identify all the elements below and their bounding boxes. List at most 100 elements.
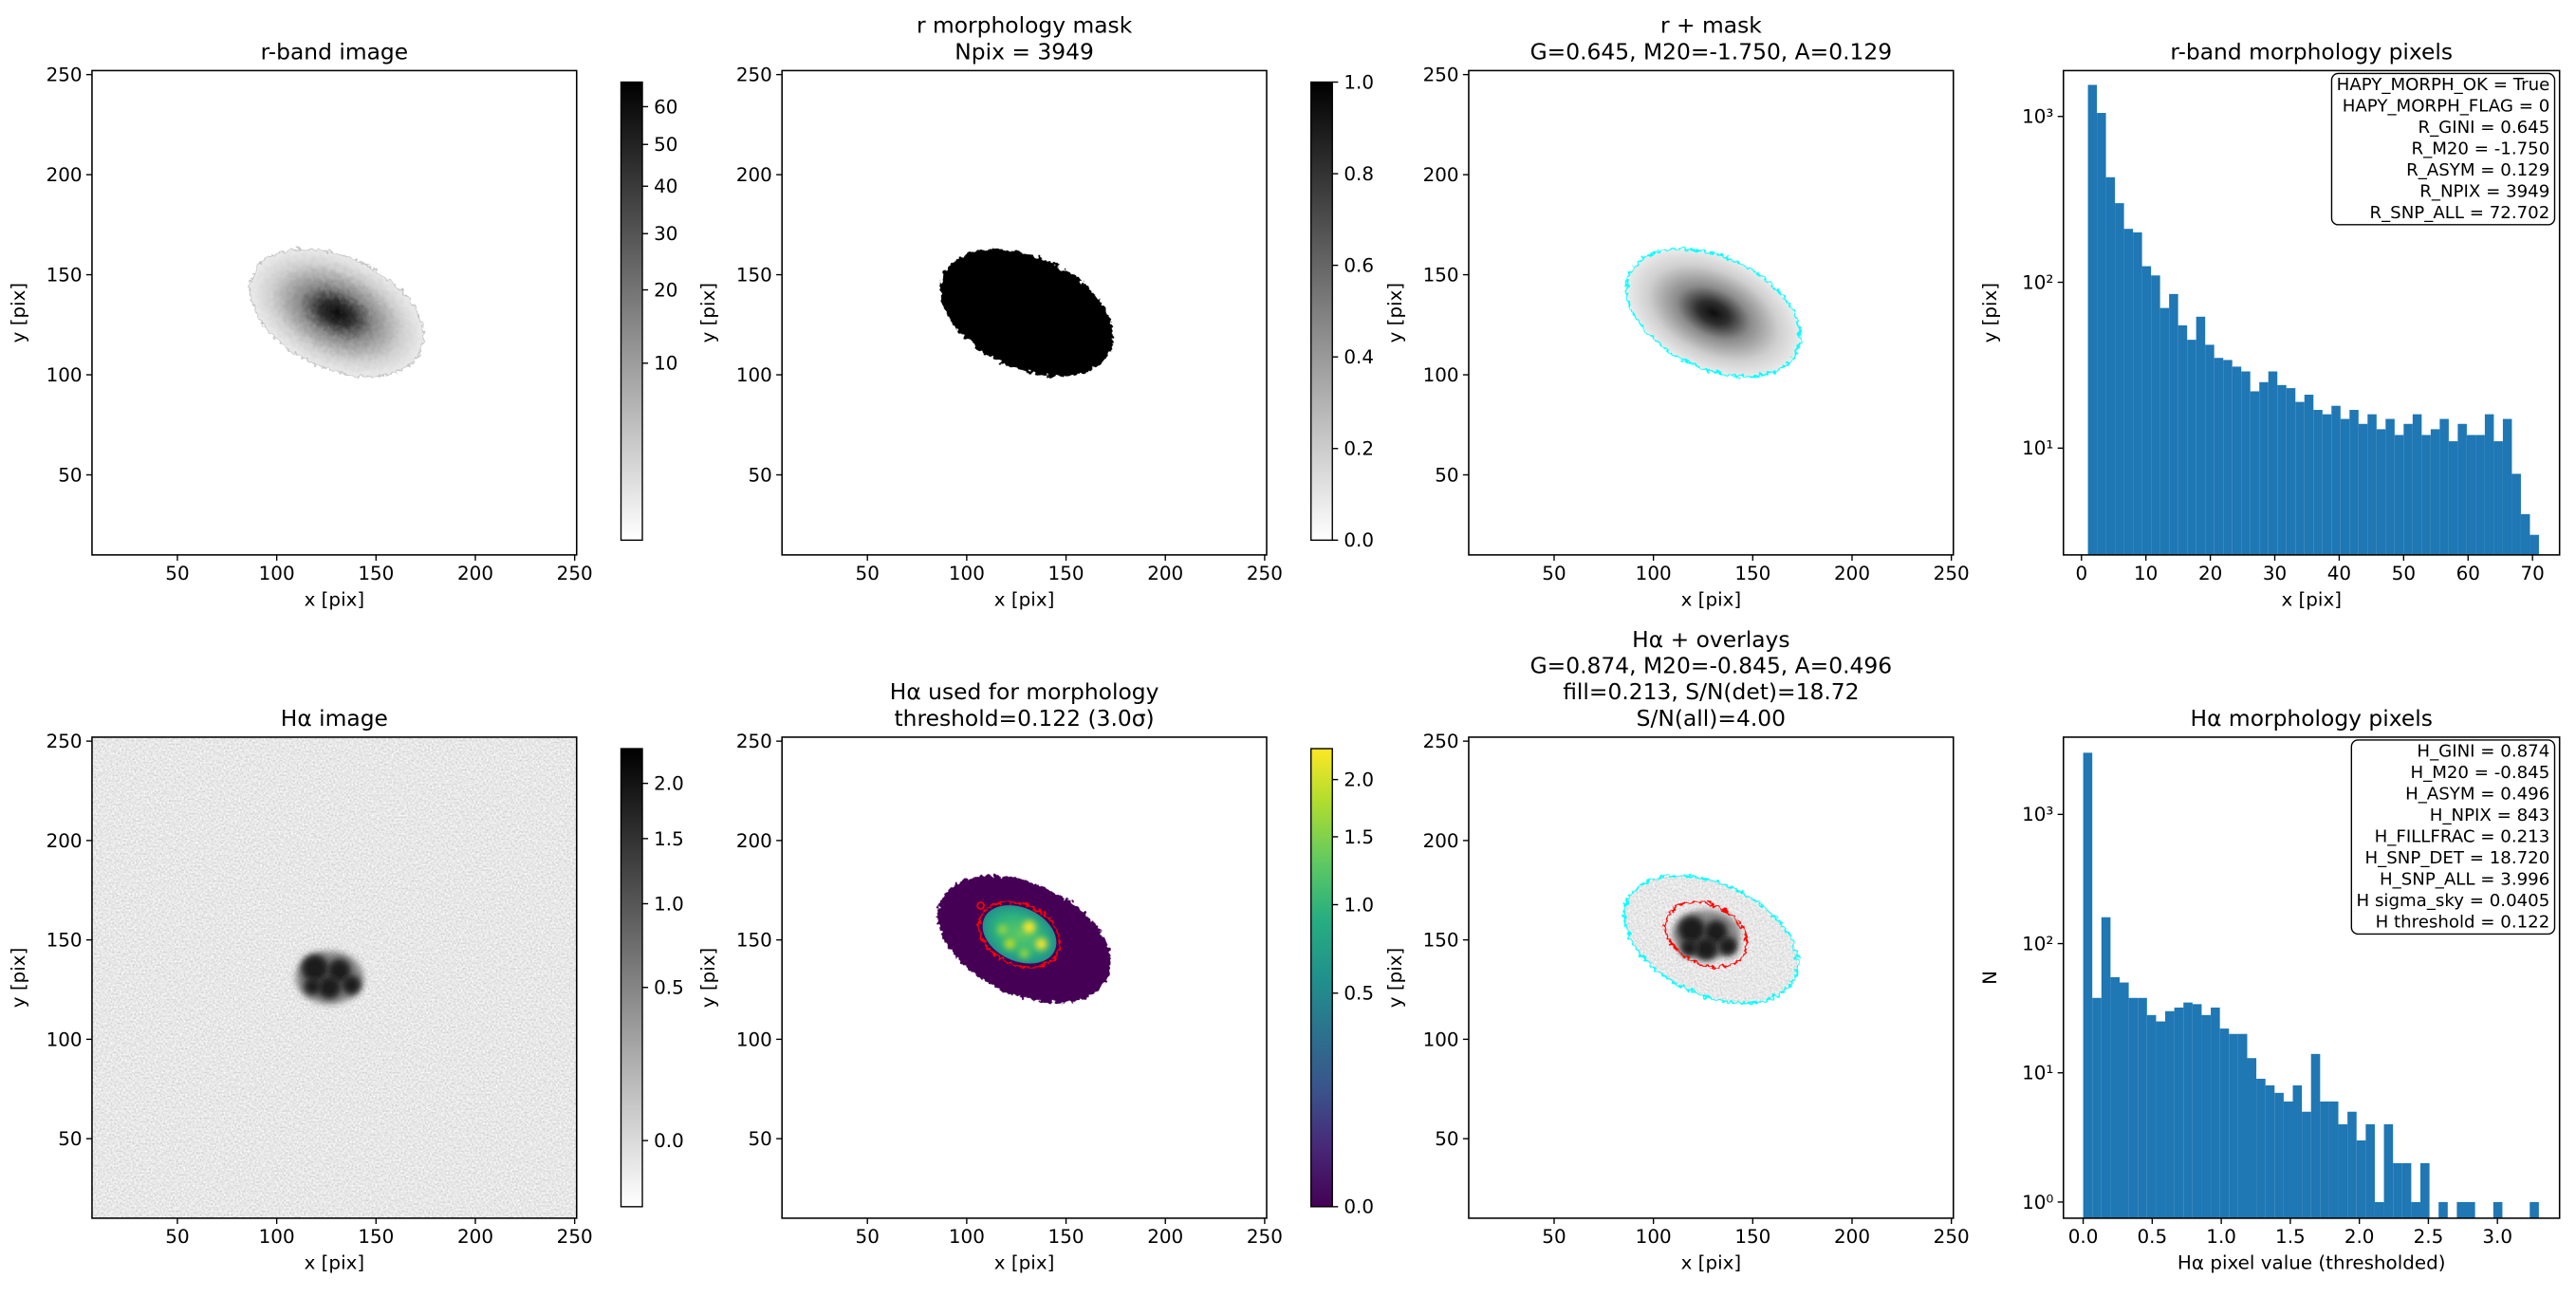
hist-bar bbox=[2286, 388, 2296, 555]
colorbar bbox=[620, 81, 643, 541]
x-tick-label: 150 bbox=[358, 563, 394, 584]
hist-bar bbox=[2169, 293, 2178, 555]
emission-peak bbox=[1019, 949, 1029, 958]
x-tick-label: 250 bbox=[1934, 563, 1970, 584]
x-tick-label: 3.0 bbox=[2482, 1226, 2512, 1248]
y-tick-label: 100 bbox=[736, 364, 772, 386]
emission-peak bbox=[1035, 937, 1047, 951]
x-tick-label: 150 bbox=[1734, 1226, 1770, 1248]
panel-title: threshold=0.122 (3.0σ) bbox=[895, 705, 1155, 732]
plot-area bbox=[2083, 752, 2539, 1218]
y-tick-label: 200 bbox=[736, 830, 772, 852]
y-tick-label: 10¹ bbox=[2022, 1063, 2053, 1084]
x-tick-label: 200 bbox=[457, 563, 493, 584]
hist-bar bbox=[2401, 1162, 2412, 1218]
plot-area bbox=[1625, 248, 1802, 378]
y-axis-label: y [pix] bbox=[1979, 283, 2001, 343]
panel-title: r + mask bbox=[1660, 12, 1762, 39]
mask-outline bbox=[1623, 874, 1799, 1004]
hist-bar bbox=[2394, 435, 2404, 555]
hist-bar bbox=[2484, 414, 2494, 555]
hist-bar bbox=[2331, 405, 2341, 555]
hist-bar bbox=[2156, 1021, 2166, 1218]
y-tick-label: 100 bbox=[46, 1028, 83, 1050]
x-tick-label: 50 bbox=[856, 563, 880, 584]
hist-bar bbox=[2192, 1004, 2202, 1218]
annotation-line: H sigma_sky = 0.0405 bbox=[2357, 891, 2550, 911]
y-axis-label: y [pix] bbox=[697, 948, 719, 1009]
hist-bar bbox=[2520, 513, 2530, 555]
emission-blob bbox=[1718, 936, 1738, 956]
hist-bar bbox=[2439, 418, 2449, 555]
hist-bar bbox=[2419, 1162, 2430, 1218]
y-tick-label: 50 bbox=[58, 464, 82, 486]
panel-title: r-band image bbox=[261, 38, 409, 65]
hist-bar bbox=[2277, 384, 2287, 555]
colorbar-tick-label: 1.5 bbox=[1344, 826, 1374, 848]
hist-bar bbox=[2412, 414, 2422, 555]
panel-title: S/N(all)=4.00 bbox=[1637, 705, 1786, 732]
x-tick-label: 100 bbox=[259, 563, 295, 584]
hist-bar bbox=[2256, 1078, 2266, 1218]
hist-bar bbox=[2265, 1084, 2275, 1218]
y-tick-label: 150 bbox=[46, 264, 83, 286]
emission-blob bbox=[327, 958, 351, 983]
panel-title: G=0.874, M20=-0.845, A=0.496 bbox=[1530, 652, 1893, 678]
y-axis-label: y [pix] bbox=[8, 948, 29, 1009]
hist-bar bbox=[2229, 1033, 2238, 1218]
x-tick-label: 30 bbox=[2263, 563, 2287, 584]
hist-bar bbox=[2302, 1111, 2311, 1218]
colorbar-tick-label: 0.0 bbox=[1344, 529, 1374, 551]
y-tick-label: 150 bbox=[46, 930, 83, 952]
hist-bar bbox=[2165, 1010, 2175, 1218]
hist-bar bbox=[2376, 429, 2386, 555]
hist-bar bbox=[2466, 435, 2476, 555]
hist-bar bbox=[2159, 307, 2170, 555]
hist-bar bbox=[2292, 1084, 2303, 1218]
x-tick-label: 50 bbox=[856, 1226, 880, 1248]
hist-bar bbox=[2187, 340, 2196, 555]
hist-bar bbox=[2223, 360, 2233, 555]
x-axis-label: x [pix] bbox=[305, 589, 365, 611]
x-tick-label: 150 bbox=[1048, 563, 1084, 584]
hist-bar bbox=[2133, 232, 2142, 555]
y-axis-label: N bbox=[1979, 971, 2001, 985]
emission-blob bbox=[301, 954, 329, 982]
emission-peak bbox=[1005, 938, 1015, 950]
x-tick-label: 250 bbox=[557, 1226, 593, 1248]
axes-frame bbox=[91, 736, 578, 1219]
hist-bar bbox=[2493, 441, 2503, 555]
y-tick-label: 250 bbox=[46, 65, 83, 86]
hist-bar bbox=[2083, 752, 2093, 1218]
hist-bar bbox=[2457, 423, 2467, 555]
hist-bar bbox=[2356, 1140, 2366, 1218]
hist-bar bbox=[2438, 1201, 2448, 1218]
hist-bar bbox=[2411, 1201, 2420, 1218]
y-tick-label: 50 bbox=[1435, 464, 1458, 486]
hist-bar bbox=[2403, 423, 2413, 555]
hist-bar bbox=[2250, 391, 2260, 555]
panel: 50 100 150 200 250 50 100 150 200 250 Hα + overlay… bbox=[1384, 626, 1970, 1274]
hist-bar bbox=[2211, 1007, 2220, 1218]
emission-region bbox=[982, 905, 1057, 964]
x-tick-label: 100 bbox=[1636, 1226, 1672, 1248]
annotation-line: H_SNP_ALL = 3.996 bbox=[2380, 870, 2549, 890]
x-axis-label: x [pix] bbox=[994, 589, 1055, 611]
threshold-contour bbox=[1664, 900, 1749, 969]
y-tick-label: 50 bbox=[748, 464, 771, 486]
hist-bar bbox=[2383, 1123, 2394, 1218]
colorbar-tick-label: 0.5 bbox=[1344, 983, 1374, 1005]
x-tick-label: 200 bbox=[1147, 1226, 1183, 1248]
y-axis-label: y [pix] bbox=[1384, 283, 1406, 343]
colorbar-tick-label: 1.0 bbox=[1344, 894, 1374, 916]
panel-title: r-band morphology pixels bbox=[2170, 38, 2453, 65]
x-axis-label: Hα pixel value (thresholded) bbox=[2178, 1252, 2446, 1274]
hist-bar bbox=[2338, 1123, 2348, 1218]
emission-blob bbox=[1680, 938, 1698, 957]
x-axis-label: x [pix] bbox=[2281, 589, 2342, 611]
x-tick-label: 250 bbox=[1934, 1226, 1970, 1248]
hist-bar bbox=[2367, 414, 2377, 555]
